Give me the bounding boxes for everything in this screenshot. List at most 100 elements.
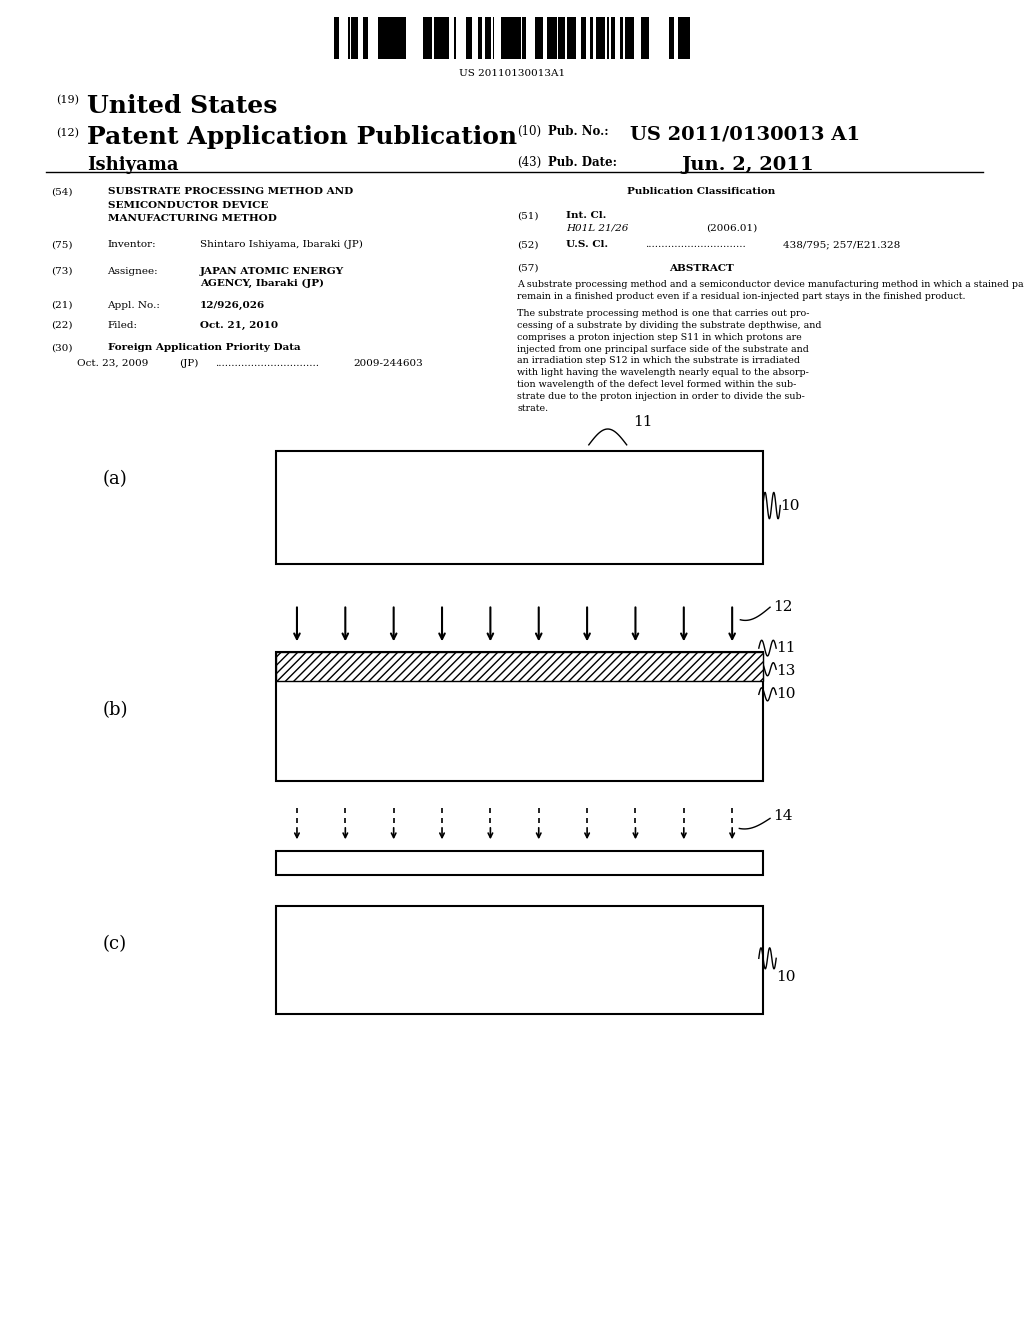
Text: remain in a finished product even if a residual ion-injected part stays in the f: remain in a finished product even if a r…	[517, 292, 966, 301]
Text: Jun. 2, 2011: Jun. 2, 2011	[681, 156, 814, 174]
Bar	[478, 17, 482, 59]
Bar	[559, 17, 564, 59]
Bar	[671, 17, 674, 59]
Bar	[389, 17, 392, 59]
Text: Int. Cl.: Int. Cl.	[566, 211, 606, 220]
Bar	[606, 17, 609, 59]
Text: (21): (21)	[51, 301, 73, 310]
Text: (19): (19)	[56, 95, 79, 106]
Text: (30): (30)	[51, 343, 73, 352]
Text: Oct. 21, 2010: Oct. 21, 2010	[200, 321, 278, 330]
Text: (c): (c)	[102, 935, 127, 953]
Bar	[558, 17, 559, 59]
Bar	[485, 17, 492, 59]
Text: Filed:: Filed:	[108, 321, 137, 330]
Text: (51): (51)	[517, 211, 539, 220]
Bar	[669, 17, 671, 59]
Bar	[276, 851, 763, 875]
Text: 14: 14	[773, 809, 793, 822]
Text: Inventor:: Inventor:	[108, 240, 156, 249]
Text: 11: 11	[776, 642, 796, 655]
Text: 10: 10	[776, 970, 796, 983]
Bar	[678, 17, 684, 59]
Bar	[362, 17, 368, 59]
Bar	[276, 652, 763, 681]
Bar	[602, 17, 605, 59]
Text: injected from one principal surface side of the substrate and: injected from one principal surface side…	[517, 345, 809, 354]
Bar	[501, 17, 507, 59]
Text: (12): (12)	[56, 128, 79, 139]
Text: (75): (75)	[51, 240, 73, 249]
Text: ABSTRACT: ABSTRACT	[669, 264, 734, 273]
Bar	[514, 17, 518, 59]
Text: 12/926,026: 12/926,026	[200, 301, 265, 310]
Text: Pub. No.:: Pub. No.:	[548, 125, 608, 139]
Text: 10: 10	[776, 688, 796, 701]
Bar	[552, 17, 557, 59]
Text: Patent Application Publication: Patent Application Publication	[87, 125, 517, 149]
Text: US 20110130013A1: US 20110130013A1	[459, 69, 565, 78]
Bar	[395, 17, 400, 59]
Text: 13: 13	[776, 664, 796, 677]
Bar	[641, 17, 644, 59]
Text: U.S. Cl.: U.S. Cl.	[566, 240, 608, 249]
Bar	[625, 17, 631, 59]
Bar	[423, 17, 426, 59]
Bar	[581, 17, 584, 59]
Text: A substrate processing method and a semiconductor device manufacturing method in: A substrate processing method and a semi…	[517, 280, 1024, 289]
Text: (2006.01): (2006.01)	[707, 223, 758, 232]
Bar	[547, 17, 552, 59]
Bar	[684, 17, 690, 59]
Text: cessing of a substrate by dividing the substrate depthwise, and: cessing of a substrate by dividing the s…	[517, 321, 821, 330]
Text: (a): (a)	[102, 470, 127, 488]
Bar	[440, 17, 443, 59]
Text: 10: 10	[780, 499, 800, 512]
Text: SEMICONDUCTOR DEVICE: SEMICONDUCTOR DEVICE	[108, 201, 268, 210]
Bar	[596, 17, 602, 59]
Bar	[613, 17, 615, 59]
Bar	[493, 17, 495, 59]
Bar	[443, 17, 450, 59]
Bar	[276, 906, 763, 1014]
Text: with light having the wavelength nearly equal to the absorp-: with light having the wavelength nearly …	[517, 368, 809, 378]
Text: (10): (10)	[517, 125, 542, 139]
Bar	[541, 17, 543, 59]
Text: United States: United States	[87, 94, 278, 117]
Bar	[644, 17, 649, 59]
Bar	[611, 17, 613, 59]
Bar	[434, 17, 440, 59]
Bar	[335, 17, 339, 59]
Bar	[522, 17, 525, 59]
Text: US 2011/0130013 A1: US 2011/0130013 A1	[630, 125, 860, 144]
Text: 2009-244603: 2009-244603	[353, 359, 423, 368]
Bar	[584, 17, 587, 59]
Text: Appl. No.:: Appl. No.:	[108, 301, 161, 310]
Bar	[572, 17, 574, 59]
Bar	[535, 17, 541, 59]
Bar	[276, 652, 763, 781]
Text: 11: 11	[633, 414, 652, 429]
Bar	[590, 17, 594, 59]
Bar	[518, 17, 520, 59]
Text: Foreign Application Priority Data: Foreign Application Priority Data	[108, 343, 300, 352]
Text: MANUFACTURING METHOD: MANUFACTURING METHOD	[108, 214, 276, 223]
Text: (73): (73)	[51, 267, 73, 276]
Text: tion wavelength of the defect level formed within the sub-: tion wavelength of the defect level form…	[517, 380, 797, 389]
Bar	[392, 17, 395, 59]
Bar	[466, 17, 472, 59]
Bar	[621, 17, 623, 59]
Bar	[384, 17, 389, 59]
Bar	[355, 17, 357, 59]
Text: The substrate processing method is one that carries out pro-: The substrate processing method is one t…	[517, 309, 810, 318]
Text: Publication Classification: Publication Classification	[628, 187, 775, 197]
Text: 12: 12	[773, 601, 793, 614]
Text: Pub. Date:: Pub. Date:	[548, 156, 616, 169]
Bar	[276, 451, 763, 564]
Bar	[507, 17, 513, 59]
Bar	[351, 17, 355, 59]
Bar	[513, 17, 514, 59]
Text: ...............................: ...............................	[645, 240, 745, 249]
Bar	[400, 17, 407, 59]
Text: an irradiation step S12 in which the substrate is irradiated: an irradiation step S12 in which the sub…	[517, 356, 800, 366]
Text: (43): (43)	[517, 156, 542, 169]
